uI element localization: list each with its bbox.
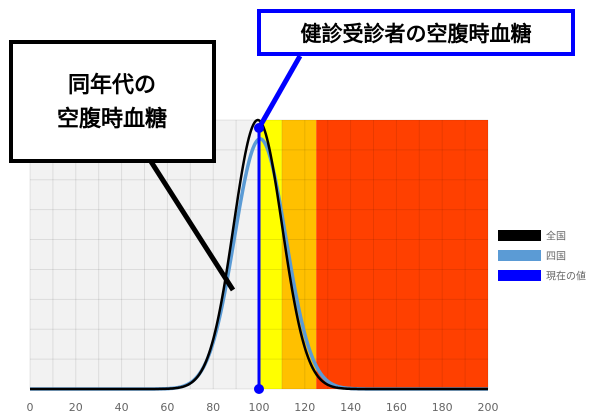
x-tick-label: 40 xyxy=(115,401,129,414)
right-callout-pointer xyxy=(256,54,303,130)
x-axis-ticks: 0 20 40 60 80 100 120 140 160 180 200 xyxy=(27,401,499,414)
x-tick-label: 140 xyxy=(340,401,361,414)
x-tick-label: 160 xyxy=(386,401,407,414)
series-line-1 xyxy=(29,118,489,391)
left-callout-text: 同年代の xyxy=(68,72,156,98)
left-callout-pointer xyxy=(147,158,236,292)
x-tick-label: 100 xyxy=(249,401,270,414)
legend-swatch-1 xyxy=(498,230,541,241)
x-tick-label: 120 xyxy=(294,401,315,414)
current-value-bottom-dot xyxy=(254,384,264,394)
right-callout-box xyxy=(257,9,575,56)
legend-label-1: 全国 xyxy=(546,230,566,243)
left-callout-text: 空腹時血糖 xyxy=(57,106,167,132)
legend-swatch-2 xyxy=(498,250,541,261)
legend-label-3: 現在の値 xyxy=(546,270,586,283)
zone-3 xyxy=(316,120,488,389)
x-tick-label: 180 xyxy=(432,401,453,414)
legend-label-2: 四国 xyxy=(546,251,566,263)
x-tick-label: 20 xyxy=(69,401,83,414)
current-value-marker xyxy=(254,123,264,394)
x-tick-label: 200 xyxy=(478,401,499,414)
x-tick-label: 0 xyxy=(27,401,34,414)
legend-swatch-3 xyxy=(498,270,541,281)
x-tick-label: 80 xyxy=(206,401,220,414)
left-callout-box xyxy=(9,40,216,163)
x-tick-label: 60 xyxy=(160,401,174,414)
right-callout-text: 健診受診者の空腹時血糖 xyxy=(301,22,532,46)
